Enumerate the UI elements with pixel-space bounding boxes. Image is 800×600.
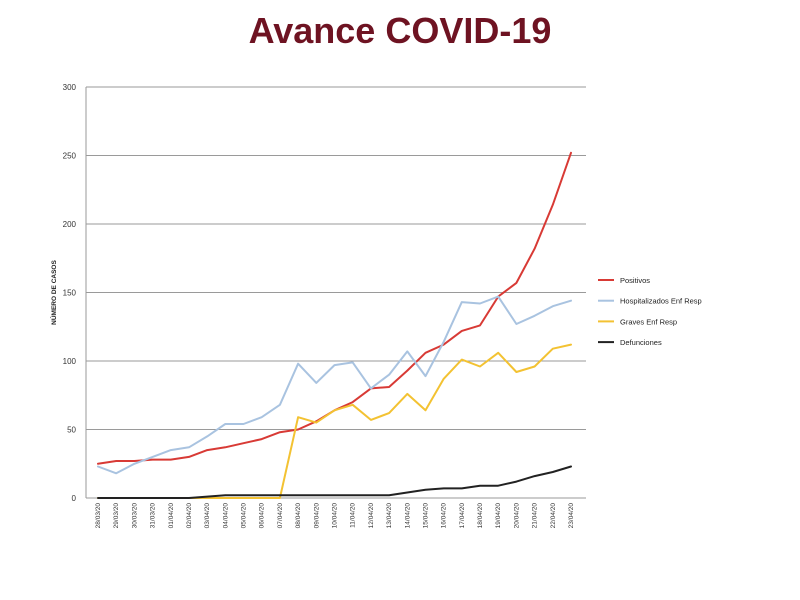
y-tick-label: 250 — [63, 152, 77, 161]
x-tick-label: 06/04/20 — [259, 503, 266, 529]
x-tick-label: 10/04/20 — [332, 503, 339, 529]
x-tick-label: 09/04/20 — [313, 503, 320, 529]
legend: Positivos Hospitalizados Enf Resp Graves E… — [598, 276, 702, 347]
x-tick-label: 15/04/20 — [422, 503, 429, 529]
series-line-hospitalizados-enf-resp — [97, 295, 572, 475]
x-tick-label: 18/04/20 — [477, 503, 484, 529]
x-tick-label: 07/04/20 — [277, 503, 284, 529]
x-tick-label: 01/04/20 — [168, 503, 175, 529]
series-layer — [97, 151, 572, 499]
chart-title: Avance COVID-19 — [248, 10, 552, 51]
legend-item-defunciones: Defunciones — [598, 338, 662, 347]
y-tick-label: 50 — [67, 426, 76, 435]
x-tick-label: 03/04/20 — [204, 503, 211, 529]
legend-item-hospitalizados-enf-resp: Hospitalizados Enf Resp — [598, 297, 702, 306]
x-tick-label: 31/03/20 — [150, 503, 157, 529]
axis-layer: 0 50 100 150 200 250 300 NÚMERO DE CASOS 28/03/2… — [49, 83, 575, 528]
legend-label: Defunciones — [620, 338, 662, 347]
x-tick-label: 11/04/20 — [350, 503, 357, 528]
x-tick-label: 04/04/20 — [222, 503, 229, 529]
y-tick-label: 0 — [72, 494, 77, 503]
x-tick-label: 05/04/20 — [241, 503, 248, 529]
y-tick-label: 150 — [63, 289, 77, 298]
x-tick-label: 19/04/20 — [495, 503, 502, 529]
x-tick-label: 12/04/20 — [368, 503, 375, 529]
legend-item-positivos: Positivos — [598, 276, 650, 285]
legend-label: Graves Enf Resp — [620, 317, 677, 326]
x-tick-label: 16/04/20 — [441, 503, 448, 529]
series-line-graves-enf-resp — [97, 343, 572, 499]
y-tick-label: 300 — [63, 83, 77, 92]
legend-item-graves-enf-resp: Graves Enf Resp — [598, 317, 677, 326]
legend-label: Hospitalizados Enf Resp — [620, 297, 702, 306]
series-line-defunciones — [97, 465, 572, 499]
x-tick-label: 20/04/20 — [513, 503, 520, 529]
x-tick-label: 02/04/20 — [186, 503, 193, 529]
x-tick-label: 17/04/20 — [459, 503, 466, 529]
x-tick-label: 08/04/20 — [295, 503, 302, 529]
grid-layer — [86, 86, 586, 499]
y-axis-label: NÚMERO DE CASOS — [49, 260, 58, 325]
x-tick-label: 30/03/20 — [131, 503, 138, 529]
series-line-positivos — [97, 151, 572, 465]
y-tick-label: 100 — [63, 357, 77, 366]
x-tick-label: 13/04/20 — [386, 503, 393, 529]
x-tick-label: 21/04/20 — [532, 503, 539, 529]
x-tick-label: 29/03/20 — [113, 503, 120, 529]
x-tick-label: 23/04/20 — [568, 503, 575, 529]
x-tick-label: 14/04/20 — [404, 503, 411, 529]
y-tick-label: 200 — [63, 220, 77, 229]
legend-label: Positivos — [620, 276, 650, 285]
x-tick-label: 22/04/20 — [550, 503, 557, 529]
x-tick-label: 28/03/20 — [95, 503, 102, 529]
